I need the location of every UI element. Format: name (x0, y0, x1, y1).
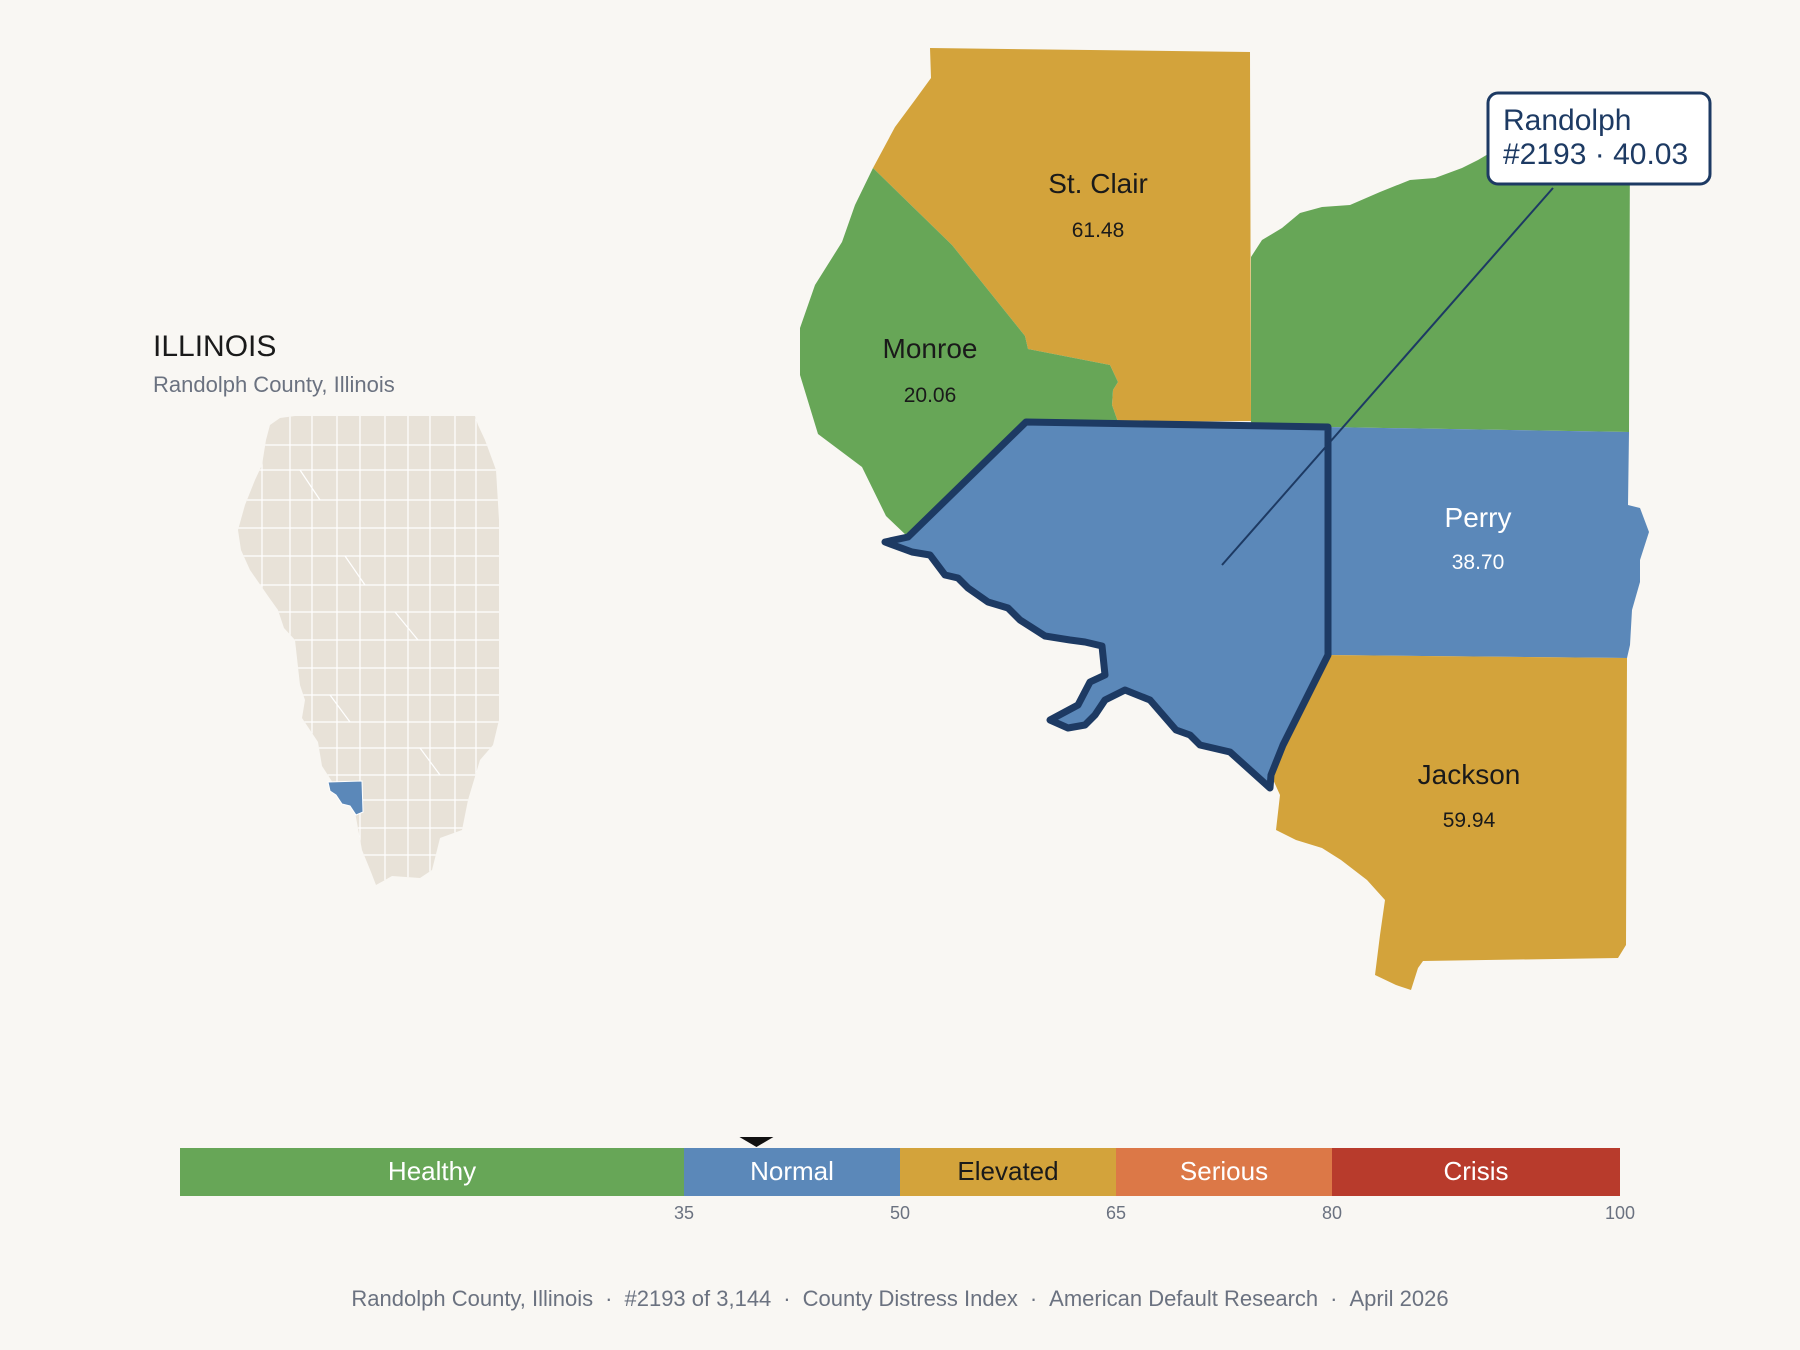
scale-tick-label: 65 (1106, 1203, 1126, 1223)
scale-tick-label: 50 (890, 1203, 910, 1223)
callout-rank-score: #2193 · 40.03 (1503, 138, 1688, 171)
st-clair-value-label: 61.48 (1072, 219, 1125, 242)
footer-separator: · (605, 1286, 613, 1311)
illinois-locator-map (238, 416, 499, 885)
footer-index: County Distress Index (802, 1286, 1018, 1311)
perry-name-label: Perry (1445, 502, 1512, 533)
perry-value-label: 38.70 (1452, 551, 1505, 574)
state-subtitle: Randolph County, Illinois (153, 372, 395, 397)
scale-band-label: Normal (750, 1156, 834, 1186)
footer-county: Randolph County, Illinois (351, 1286, 594, 1311)
scale-band-elevated (900, 1148, 1116, 1196)
randolph-locator-highlight (327, 780, 364, 816)
scale-band-crisis (1332, 1148, 1620, 1196)
jackson-value-label: 59.94 (1443, 809, 1496, 832)
state-title: ILLINOIS (153, 330, 277, 363)
scale-tick-label: 100 (1605, 1203, 1635, 1223)
scale-band-label: Elevated (957, 1156, 1058, 1186)
monroe-value-label: 20.06 (904, 384, 957, 407)
scale-band-serious (1116, 1148, 1332, 1196)
county-labels: St. Clair 61.48 Monroe 20.06 Perry 38.70… (883, 168, 1521, 832)
scale-band-label: Crisis (1444, 1156, 1509, 1186)
callout-county-name: Randolph (1503, 104, 1631, 137)
scale-band-healthy (180, 1148, 684, 1196)
monroe-name-label: Monroe (883, 333, 978, 364)
illinois-state-shape (238, 416, 499, 885)
scale-marker-arrow (739, 1137, 774, 1147)
callout-box (1486, 91, 1712, 186)
scale-band-label: Serious (1180, 1156, 1268, 1186)
scale-tick-label: 80 (1322, 1203, 1342, 1223)
randolph-callout: Randolph #2193 · 40.03 (1221, 91, 1712, 566)
regional-county-map (800, 48, 1649, 990)
footer-separator: · (1029, 1286, 1038, 1311)
footer-separator: · (783, 1286, 791, 1311)
jackson-name-label: Jackson (1418, 759, 1521, 790)
st-clair-name-label: St. Clair (1048, 168, 1148, 199)
scale-band-normal (684, 1148, 900, 1196)
county-jackson[interactable] (1271, 655, 1627, 990)
distress-scale-legend: Healthy Normal Elevated Serious Crisis 35 50 65… (180, 1137, 1635, 1223)
callout-leader-line (1221, 187, 1554, 566)
footer-rank: #2193 of 3,144 (624, 1286, 772, 1311)
footer-separator: · (1330, 1286, 1338, 1311)
county-perry[interactable] (1325, 427, 1649, 658)
county-st-clair[interactable] (873, 48, 1251, 422)
county-monroe[interactable] (800, 168, 1118, 537)
scale-band-label: Healthy (388, 1156, 476, 1186)
footer: Randolph County, Illinois · #2193 of 3,144… (0, 1286, 1800, 1312)
footer-source: American Default Research (1049, 1286, 1319, 1311)
scale-tick-label: 35 (674, 1203, 694, 1223)
county-randolph[interactable] (881, 418, 1332, 792)
footer-date: April 2026 (1349, 1286, 1449, 1311)
